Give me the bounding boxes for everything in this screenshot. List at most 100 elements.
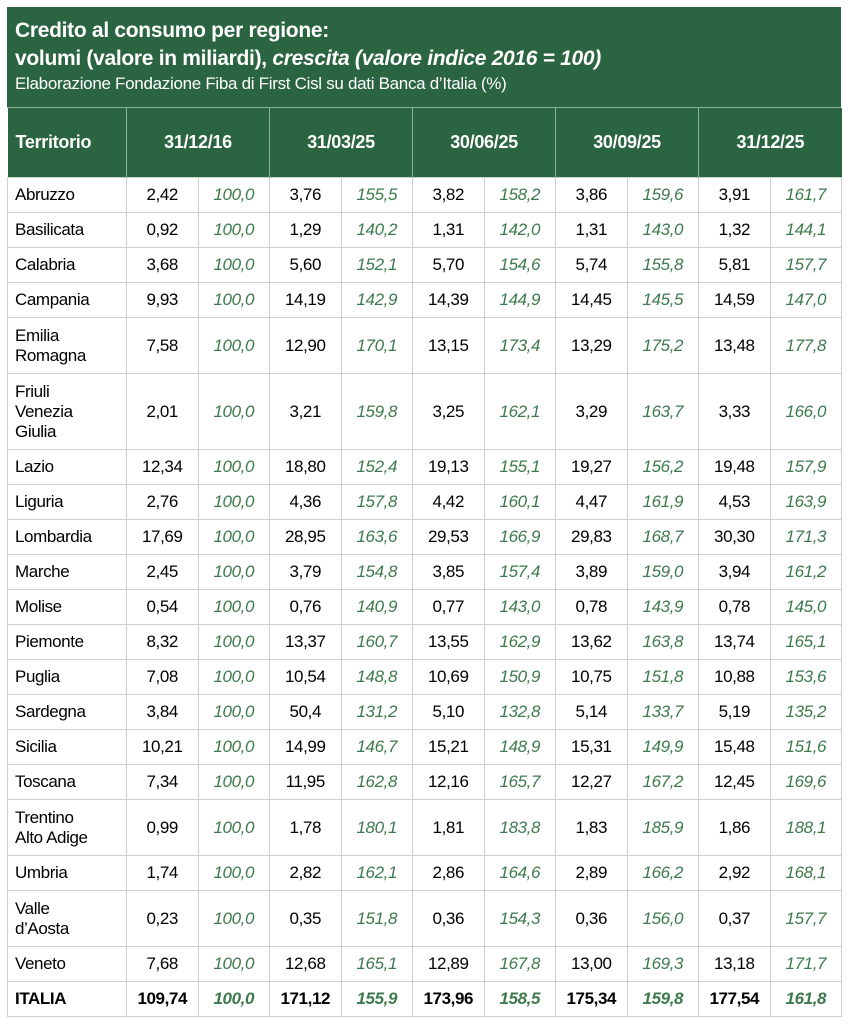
volume-cell: 12,68 bbox=[269, 946, 342, 982]
volume-cell: 5,60 bbox=[269, 247, 342, 283]
volume-cell: 0,37 bbox=[698, 890, 771, 947]
table-row: Valle d’Aosta 0,23 100,0 0,35 151,8 0,36 154,3 0… bbox=[7, 890, 843, 947]
index-cell: 165,7 bbox=[483, 764, 557, 800]
volume-cell: 3,76 bbox=[269, 177, 342, 213]
volume-cell: 109,74 bbox=[126, 981, 199, 1017]
volume-cell: 5,74 bbox=[555, 247, 628, 283]
index-cell: 163,7 bbox=[626, 373, 700, 450]
source-note: Elaborazione Fondazione Fiba di First Ci… bbox=[15, 74, 507, 93]
index-cell: 161,2 bbox=[769, 554, 843, 590]
volume-cell: 9,93 bbox=[126, 282, 199, 318]
volume-cell: 17,69 bbox=[126, 519, 199, 555]
volume-cell: 3,82 bbox=[412, 177, 485, 213]
volume-cell: 1,81 bbox=[412, 799, 485, 856]
index-cell: 100,0 bbox=[197, 589, 271, 625]
volume-cell: 2,89 bbox=[555, 855, 628, 891]
territory-cell: Campania bbox=[7, 282, 127, 318]
volume-cell: 3,79 bbox=[269, 554, 342, 590]
territory-cell: Basilicata bbox=[7, 212, 127, 248]
territory-cell: Lombardia bbox=[7, 519, 127, 555]
volume-cell: 1,86 bbox=[698, 799, 771, 856]
total-row: ITALIA 109,74 100,0 171,12 155,9 173,96 158,5 1… bbox=[7, 981, 843, 1017]
volume-cell: 10,54 bbox=[269, 659, 342, 695]
index-cell: 183,8 bbox=[483, 799, 557, 856]
index-cell: 173,4 bbox=[483, 317, 557, 374]
volume-cell: 13,15 bbox=[412, 317, 485, 374]
volume-cell: 13,62 bbox=[555, 624, 628, 660]
territory-cell: ITALIA bbox=[7, 981, 127, 1017]
index-cell: 168,1 bbox=[769, 855, 843, 891]
index-cell: 100,0 bbox=[197, 317, 271, 374]
territory-cell: Abruzzo bbox=[7, 177, 127, 213]
index-cell: 162,1 bbox=[483, 373, 557, 450]
volume-cell: 14,39 bbox=[412, 282, 485, 318]
table-row: Friuli Venezia Giulia 2,01 100,0 3,21 159,8 3,2… bbox=[7, 373, 843, 450]
territory-name-line: Toscana bbox=[15, 772, 76, 791]
volume-cell: 2,01 bbox=[126, 373, 199, 450]
volume-cell: 4,42 bbox=[412, 484, 485, 520]
volume-cell: 2,82 bbox=[269, 855, 342, 891]
index-cell: 156,0 bbox=[626, 890, 700, 947]
volume-cell: 29,83 bbox=[555, 519, 628, 555]
volume-cell: 3,21 bbox=[269, 373, 342, 450]
territory-name-line: Calabria bbox=[15, 255, 76, 274]
volume-cell: 15,31 bbox=[555, 729, 628, 765]
territory-name-line: Campania bbox=[15, 290, 90, 309]
index-cell: 171,3 bbox=[769, 519, 843, 555]
credit-table-card: Credito al consumo per regione: volumi (… bbox=[7, 7, 843, 1017]
volume-cell: 3,84 bbox=[126, 694, 199, 730]
table-title: Credito al consumo per regione: bbox=[15, 19, 329, 42]
volume-cell: 0,54 bbox=[126, 589, 199, 625]
table-subtitle: volumi (valore in miliardi), crescita (v… bbox=[15, 44, 833, 73]
table-row: Liguria 2,76 100,0 4,36 157,8 4,42 160,1 4,47 16… bbox=[7, 484, 843, 520]
volume-cell: 7,08 bbox=[126, 659, 199, 695]
territory-name-line: Lombardia bbox=[15, 527, 92, 546]
volume-cell: 5,10 bbox=[412, 694, 485, 730]
table-body: Abruzzo 2,42 100,0 3,76 155,5 3,82 158,2 3,86 15… bbox=[7, 177, 843, 1017]
table-row: Sicilia 10,21 100,0 14,99 146,7 15,21 148,9 15,… bbox=[7, 729, 843, 765]
index-cell: 157,7 bbox=[769, 247, 843, 283]
index-cell: 155,5 bbox=[340, 177, 414, 213]
index-cell: 100,0 bbox=[197, 659, 271, 695]
index-cell: 144,1 bbox=[769, 212, 843, 248]
index-cell: 146,7 bbox=[340, 729, 414, 765]
index-cell: 175,2 bbox=[626, 317, 700, 374]
territory-cell: Veneto bbox=[7, 946, 127, 982]
index-cell: 100,0 bbox=[197, 981, 271, 1017]
index-cell: 148,9 bbox=[483, 729, 557, 765]
index-cell: 100,0 bbox=[197, 890, 271, 947]
volume-cell: 1,31 bbox=[412, 212, 485, 248]
volume-cell: 8,32 bbox=[126, 624, 199, 660]
index-cell: 150,9 bbox=[483, 659, 557, 695]
index-cell: 100,0 bbox=[197, 624, 271, 660]
volume-cell: 3,33 bbox=[698, 373, 771, 450]
volume-cell: 0,77 bbox=[412, 589, 485, 625]
volume-cell: 14,19 bbox=[269, 282, 342, 318]
volume-cell: 12,89 bbox=[412, 946, 485, 982]
volume-cell: 0,78 bbox=[555, 589, 628, 625]
index-cell: 166,9 bbox=[483, 519, 557, 555]
volume-cell: 3,91 bbox=[698, 177, 771, 213]
header-date: 31/03/25 bbox=[269, 108, 413, 178]
index-cell: 169,3 bbox=[626, 946, 700, 982]
volume-cell: 15,48 bbox=[698, 729, 771, 765]
index-cell: 100,0 bbox=[197, 519, 271, 555]
index-cell: 143,0 bbox=[483, 589, 557, 625]
index-cell: 180,1 bbox=[340, 799, 414, 856]
index-cell: 140,9 bbox=[340, 589, 414, 625]
table-row: Emilia Romagna 7,58 100,0 12,90 170,1 13,15 173… bbox=[7, 317, 843, 374]
index-cell: 162,9 bbox=[483, 624, 557, 660]
table-row: Veneto 7,68 100,0 12,68 165,1 12,89 167,8 13,00… bbox=[7, 946, 843, 982]
volume-cell: 19,27 bbox=[555, 449, 628, 485]
volume-cell: 4,47 bbox=[555, 484, 628, 520]
index-cell: 143,0 bbox=[626, 212, 700, 248]
territory-name-line: Alto Adige bbox=[15, 827, 88, 847]
territory-cell: Trentino Alto Adige bbox=[7, 799, 127, 856]
volume-cell: 19,13 bbox=[412, 449, 485, 485]
territory-cell: Umbria bbox=[7, 855, 127, 891]
header-row: Territorio 31/12/16 31/03/25 30/06/25 30… bbox=[7, 108, 842, 178]
index-cell: 166,2 bbox=[626, 855, 700, 891]
territory-name-line: Lazio bbox=[15, 457, 54, 476]
volume-cell: 0,35 bbox=[269, 890, 342, 947]
index-cell: 153,6 bbox=[769, 659, 843, 695]
